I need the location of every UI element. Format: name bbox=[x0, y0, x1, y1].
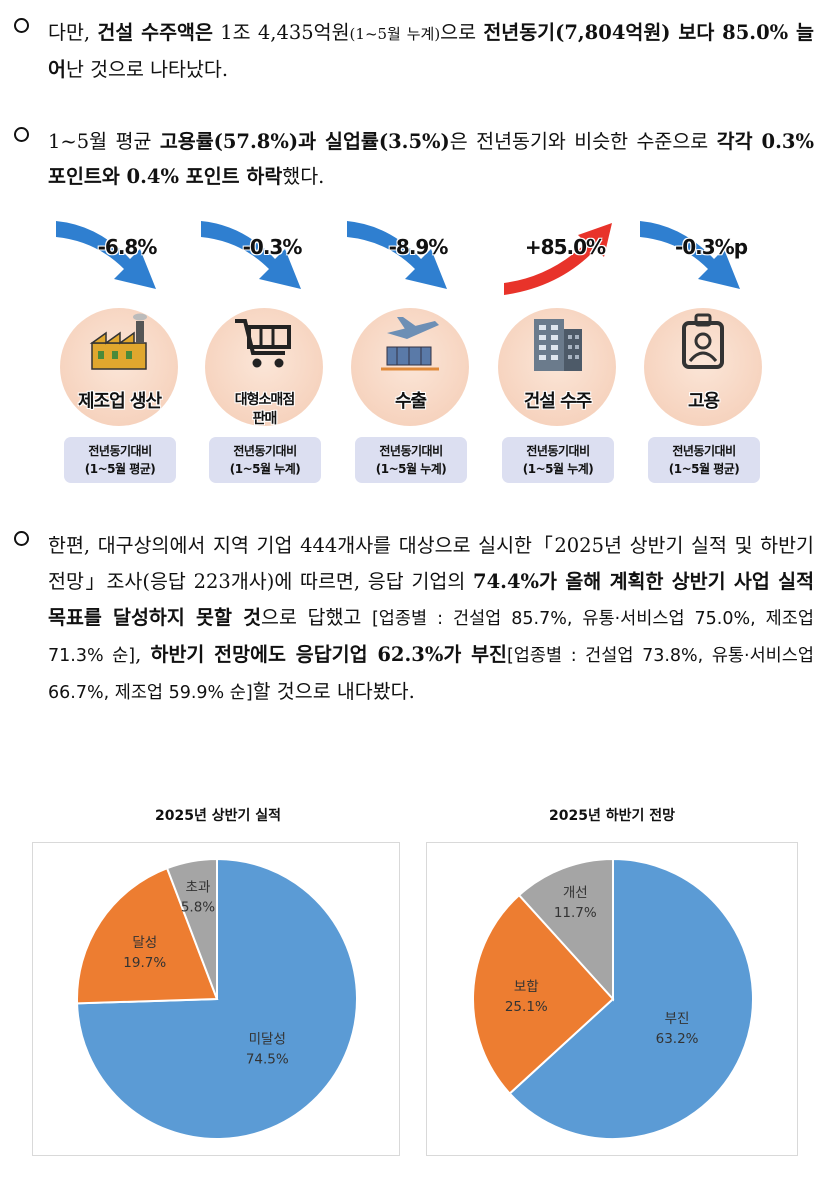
badge-line1: 전년동기대비 bbox=[379, 444, 443, 458]
pie-chart-first-half: 미달성 74.5% 달성 19.7% 초과 5.8% bbox=[32, 842, 400, 1156]
down-arrow-icon bbox=[636, 215, 771, 310]
down-arrow-icon bbox=[343, 215, 478, 310]
bullet-icon bbox=[14, 127, 29, 142]
indicator-label-line2: 판매 bbox=[252, 411, 278, 427]
pie-category-label: 보합 bbox=[514, 979, 539, 995]
pie-chart-svg: 미달성 74.5% 달성 19.7% 초과 5.8% bbox=[76, 857, 358, 1140]
badge-line2: (1~5월 누계) bbox=[522, 462, 594, 476]
pie-value-label: 19.7% bbox=[123, 955, 166, 971]
pie-slice-개선 bbox=[517, 857, 614, 1002]
badge-line2: (1~5월 평균) bbox=[668, 462, 740, 476]
pie-slice-초과 bbox=[165, 857, 218, 1000]
pie-value-label: 11.7% bbox=[554, 905, 597, 921]
pie-value-label: 74.5% bbox=[246, 1052, 289, 1068]
paragraph-construction: 다만, 건설 수주액은 1조 4,435억원(1~5월 누계)으로 전년동기(7… bbox=[14, 15, 814, 87]
indicator-label: 수출 bbox=[394, 391, 427, 412]
paragraph-survey: 한편, 대구상의에서 지역 기업 444개사를 대상으로 실시한「2025년 상… bbox=[14, 528, 814, 711]
badge-line2: (1~5월 누계) bbox=[375, 462, 447, 476]
export-plane-icon bbox=[377, 313, 443, 375]
pie-chart-second-half: 부진 63.2% 보합 25.1% 개선 11.7% bbox=[426, 842, 798, 1156]
paragraph-text: 한편, 대구상의에서 지역 기업 444개사를 대상으로 실시한「2025년 상… bbox=[48, 534, 815, 703]
badge-line1: 전년동기대비 bbox=[526, 444, 590, 458]
down-arrow-icon bbox=[52, 215, 187, 310]
pie-category-label: 초과 bbox=[186, 880, 211, 896]
indicator-label: 건설 수주 bbox=[523, 391, 593, 412]
bullet-icon bbox=[14, 18, 29, 33]
pie-slice-부진 bbox=[508, 857, 754, 1140]
indicator-period-badge: 전년동기대비 (1~5월 누계) bbox=[355, 437, 467, 483]
badge-line1: 전년동기대비 bbox=[233, 444, 297, 458]
indicator-label: 제조업 생산 bbox=[77, 391, 162, 412]
pie-slice-달성 bbox=[76, 866, 219, 1005]
pie-category-label: 부진 bbox=[665, 1011, 690, 1027]
pie-value-label: 63.2% bbox=[656, 1031, 699, 1047]
bullet-icon bbox=[14, 531, 29, 546]
indicator-change-value: -6.8% bbox=[97, 235, 158, 259]
building-icon bbox=[524, 313, 590, 375]
factory-icon bbox=[86, 313, 152, 375]
pie-value-label: 5.8% bbox=[181, 900, 215, 916]
indicator-change-value: -8.9% bbox=[388, 235, 449, 259]
indicator-period-badge: 전년동기대비 (1~5월 누계) bbox=[209, 437, 321, 483]
pie-slice-보합 bbox=[472, 893, 615, 1095]
pie-slice-미달성 bbox=[76, 857, 358, 1140]
pie-chart-svg: 부진 63.2% 보합 25.1% 개선 11.7% bbox=[472, 857, 754, 1140]
paragraph-text: 다만, 건설 수주액은 1조 4,435억원(1~5월 누계)으로 전년동기(7… bbox=[48, 21, 814, 81]
indicator-change-value: -0.3% bbox=[242, 235, 303, 259]
paragraph-employment: 1~5월 평균 고용률(57.8%)과 실업률(3.5%)은 전년동기와 비슷한… bbox=[14, 124, 814, 194]
indicator-period-badge: 전년동기대비 (1~5월 평균) bbox=[64, 437, 176, 483]
indicator-label: 고용 bbox=[687, 391, 720, 412]
indicator-change-value: -0.3%p bbox=[674, 235, 748, 259]
pie-category-label: 달성 bbox=[132, 935, 157, 951]
up-arrow-icon bbox=[490, 215, 625, 310]
shopping-cart-icon bbox=[231, 313, 297, 375]
pie-category-label: 개선 bbox=[563, 885, 588, 901]
indicator-period-badge: 전년동기대비 (1~5월 누계) bbox=[502, 437, 614, 483]
down-arrow-icon bbox=[197, 215, 332, 310]
indicator-period-badge: 전년동기대비 (1~5월 평균) bbox=[648, 437, 760, 483]
chart-title-second-half: 2025년 하반기 전망 bbox=[549, 808, 675, 824]
indicator-label: 대형소매점 bbox=[234, 392, 295, 408]
badge-line2: (1~5월 누계) bbox=[229, 462, 301, 476]
indicator-change-value: +85.0% bbox=[524, 235, 606, 259]
badge-line1: 전년동기대비 bbox=[88, 444, 152, 458]
pie-value-label: 25.1% bbox=[505, 999, 548, 1015]
pie-category-label: 미달성 bbox=[249, 1032, 286, 1048]
paragraph-text: 1~5월 평균 고용률(57.8%)과 실업률(3.5%)은 전년동기와 비슷한… bbox=[48, 130, 814, 188]
id-badge-icon bbox=[670, 313, 736, 375]
badge-line1: 전년동기대비 bbox=[672, 444, 736, 458]
chart-title-first-half: 2025년 상반기 실적 bbox=[155, 808, 281, 824]
badge-line2: (1~5월 평균) bbox=[84, 462, 156, 476]
